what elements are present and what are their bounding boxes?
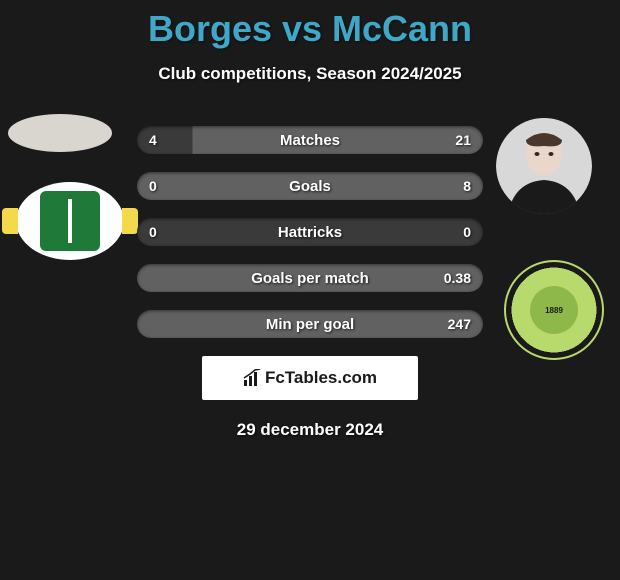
stats-area: 1889 4Matches210Goals80Hattricks0Goals p… [0,126,620,338]
stat-row: 0 Hattricks 0 [137,218,483,246]
stat-right-value: 8 [463,178,471,194]
stat-row: Min per goal 247 [137,310,483,338]
stat-row: Goals per match 0.38 [137,264,483,292]
brand-text: FcTables.com [265,368,377,388]
stat-right-value: 0 [463,224,471,240]
stat-right-value: 0.38 [444,270,471,286]
club-badge-left [16,182,124,260]
stat-label: Goals [289,178,331,195]
club-badge-right: 1889 [504,260,604,360]
stat-left-value: 4 [149,132,157,148]
player-avatar-left [8,114,112,152]
stat-label: Min per goal [266,316,354,333]
stat-right-value: 21 [455,132,471,148]
stat-left-value: 0 [149,178,157,194]
stat-label: Goals per match [251,270,369,287]
bar-chart-icon [243,369,261,387]
subtitle: Club competitions, Season 2024/2025 [0,64,620,84]
stat-label: Matches [280,132,340,149]
stat-label: Hattricks [278,224,342,241]
date-line: 29 december 2024 [0,420,620,440]
avatar-silhouette-icon [496,118,592,214]
stat-row: 0 Goals 8 [137,172,483,200]
page-title: Borges vs McCann [0,0,620,50]
player-avatar-right [496,118,592,214]
club-badge-left-inner [40,191,100,251]
stat-left-value: 0 [149,224,157,240]
stat-right-value: 247 [448,316,471,332]
stat-row: 4 Matches 21 [137,126,483,154]
brand-box[interactable]: FcTables.com [202,356,418,400]
